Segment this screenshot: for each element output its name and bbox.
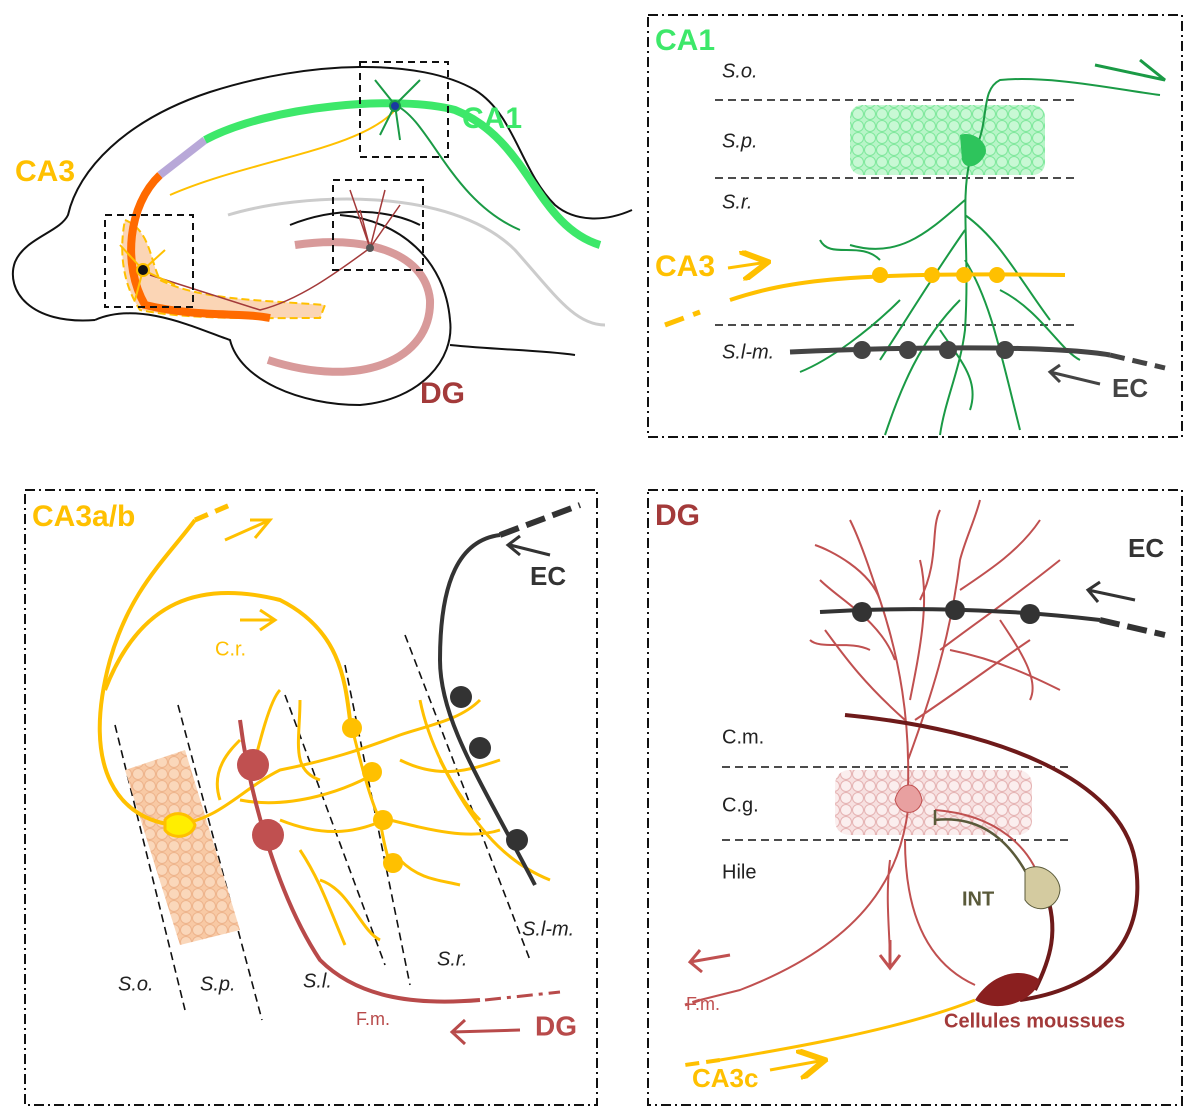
label: F.m. xyxy=(686,994,720,1014)
layer-label: S.l. xyxy=(303,970,332,992)
layer-label: Hile xyxy=(722,861,756,883)
input-label: DG xyxy=(535,1010,577,1041)
input-label: CA3 xyxy=(655,250,715,283)
label: C.r. xyxy=(215,638,246,660)
input-label: CA3c xyxy=(692,1063,758,1093)
input-label: EC xyxy=(1112,373,1148,403)
label: INT xyxy=(962,888,994,910)
layer-label: S.r. xyxy=(437,948,467,970)
label: CA3 xyxy=(15,155,75,188)
layer-label: S.l-m. xyxy=(722,341,774,363)
label: F.m. xyxy=(356,1009,390,1029)
panel-title: CA3a/b xyxy=(32,500,135,533)
layer-label: S.o. xyxy=(722,60,758,82)
ca3-panel: CA3a/b C.r. EC S.o. S.p. S.l. S.r. S.l-m… xyxy=(24,489,598,1106)
layer-label: S.l-m. xyxy=(522,918,574,940)
layer-label: S.p. xyxy=(200,973,236,995)
ca1-panel: CA1 S.o. S.p. S.r. S.l-m. CA3 EC xyxy=(647,14,1183,438)
layer-label: C.m. xyxy=(722,726,764,748)
input-label: EC xyxy=(1128,533,1164,563)
overview: CA3 CA1 DG xyxy=(11,61,633,410)
label: DG xyxy=(420,377,465,410)
label: Cellules moussues xyxy=(944,1010,1125,1032)
layer-label: C.g. xyxy=(722,794,759,816)
label: CA1 xyxy=(462,102,522,135)
dg-panel: DG EC C.m. C.g. Hile INT F.m. Cellules m… xyxy=(647,489,1183,1106)
panel-title: DG xyxy=(655,499,700,532)
panel-title: CA1 xyxy=(655,24,715,57)
layer-label: S.p. xyxy=(722,130,758,152)
layer-label: S.o. xyxy=(118,973,154,995)
input-label: EC xyxy=(530,561,566,591)
layer-label: S.r. xyxy=(722,191,752,213)
